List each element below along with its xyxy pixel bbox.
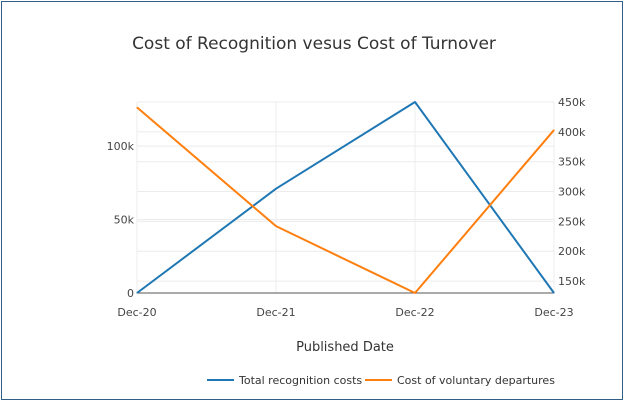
legend-label: Cost of voluntary departures [397, 374, 555, 387]
grid-layer [136, 101, 555, 294]
data-point [414, 101, 416, 103]
y-right-tick-label: 450k [558, 96, 586, 109]
data-point [414, 292, 416, 294]
series-line [136, 106, 555, 294]
y-right-tick-label: 250k [558, 215, 586, 228]
x-tick-label: Dec-20 [117, 306, 156, 319]
y-right-tick-label: 300k [558, 186, 586, 199]
y-left-tick-label: 50k [114, 214, 135, 227]
line-chart: Cost of Recognition vesus Cost of Turnov… [107, 34, 586, 387]
y-right-tick-label: 150k [558, 275, 586, 288]
series-layer [136, 101, 555, 294]
x-tick-label: Dec-22 [395, 306, 434, 319]
legend-label: Total recognition costs [238, 374, 362, 387]
chart-title: Cost of Recognition vesus Cost of Turnov… [132, 34, 496, 54]
y-left-tick-label: 100k [107, 140, 135, 153]
series-line [136, 101, 555, 294]
y-right-tick-label: 200k [558, 245, 586, 258]
y-right-tick-label: 350k [558, 156, 586, 169]
data-point [136, 292, 138, 294]
x-axis-title: Published Date [296, 340, 394, 355]
ticks-layer: Dec-20 Dec-21 Dec-22 Dec-23 0 50k 100k 150k 200k… [107, 96, 586, 319]
legend-item[interactable]: Total recognition costs [207, 374, 362, 387]
legend[interactable]: Total recognition costs Cost of voluntary… [207, 374, 555, 387]
x-tick-label: Dec-21 [256, 306, 295, 319]
data-point [275, 188, 277, 190]
x-tick-label: Dec-23 [534, 306, 573, 319]
y-right-tick-label: 400k [558, 126, 586, 139]
data-point [136, 106, 138, 108]
data-point [553, 129, 555, 131]
data-point [275, 225, 277, 227]
legend-item[interactable]: Cost of voluntary departures [365, 374, 555, 387]
data-point [553, 292, 555, 294]
y-left-tick-label: 0 [127, 287, 134, 300]
